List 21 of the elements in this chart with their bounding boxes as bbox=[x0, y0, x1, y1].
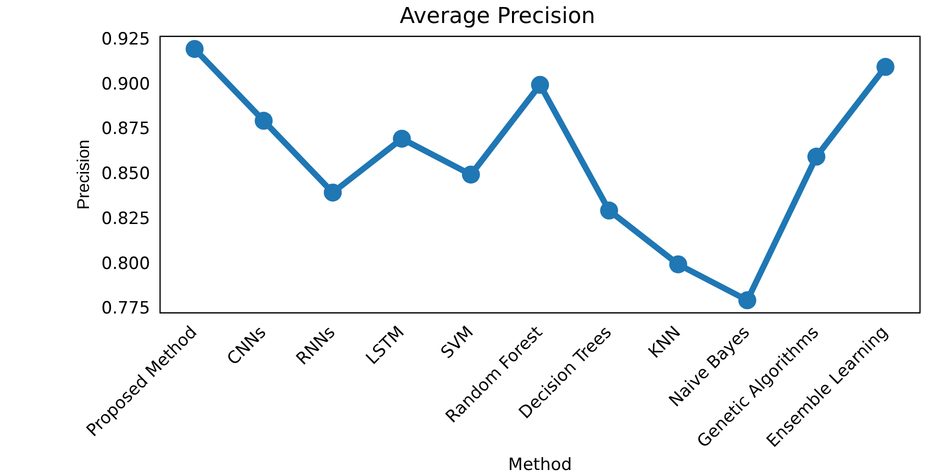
point bbox=[531, 76, 550, 94]
y-tick-label: 0.875 bbox=[101, 119, 150, 140]
point bbox=[392, 130, 411, 148]
y-tick-label: 0.825 bbox=[101, 208, 150, 229]
point bbox=[462, 166, 480, 184]
point bbox=[738, 291, 756, 310]
y-tick-label: 0.775 bbox=[101, 298, 150, 319]
y-tick-label: 0.800 bbox=[101, 254, 150, 274]
point bbox=[669, 255, 688, 274]
y-axis-title: Precision bbox=[74, 140, 93, 210]
point bbox=[600, 202, 618, 220]
chart-title: Average Precision bbox=[400, 4, 596, 29]
y-tick-label: 0.850 bbox=[101, 164, 150, 184]
point bbox=[324, 184, 342, 202]
y-tick-label: 0.925 bbox=[101, 29, 150, 50]
point bbox=[876, 58, 894, 76]
point bbox=[254, 112, 273, 130]
y-tick-label: 0.900 bbox=[101, 74, 150, 94]
point bbox=[807, 148, 826, 166]
x-axis-title: Method bbox=[508, 455, 572, 476]
point bbox=[186, 40, 204, 58]
